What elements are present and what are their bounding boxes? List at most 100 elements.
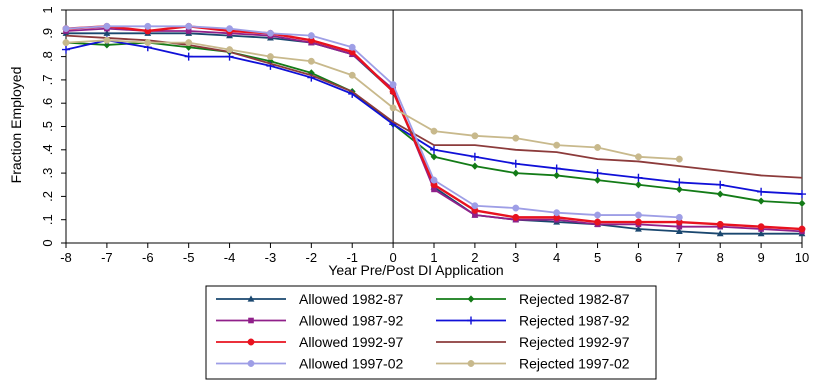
- data-point: [634, 173, 643, 182]
- data-point: [226, 25, 234, 33]
- series-rejected-1982-87: [62, 39, 806, 207]
- series-allowed-1997-02: [62, 22, 683, 221]
- x-tick-label: -4: [224, 250, 236, 265]
- data-point: [389, 81, 397, 89]
- x-tick-label: -6: [142, 250, 154, 265]
- y-tick-label: .1: [40, 214, 55, 225]
- data-point: [635, 181, 642, 189]
- data-point: [512, 204, 520, 212]
- data-point: [757, 197, 765, 205]
- legend: Allowed 1982-87 Rejected 1982-87 Allowed 1…: [205, 285, 657, 380]
- axes: 0 .1 .2 .3 .4 .5 .6 .7 .8 .9 1 -8 -7 -6 -5 -4 -3 -2 -1 0 1 2 3…: [40, 6, 809, 265]
- x-tick-label: 4: [553, 250, 560, 265]
- legend-label: Allowed 1992-97: [299, 334, 404, 350]
- series-rejected-1997-02: [62, 36, 683, 163]
- data-point: [307, 57, 315, 65]
- data-point: [512, 134, 520, 142]
- data-point: [430, 153, 438, 161]
- legend-label: Rejected 1982-87: [519, 291, 630, 307]
- x-tick-label: 1: [430, 250, 437, 265]
- data-point: [472, 212, 478, 218]
- data-point: [248, 317, 254, 324]
- data-point: [266, 53, 274, 61]
- y-tick-label: .2: [40, 191, 55, 202]
- data-point: [635, 225, 642, 232]
- data-point: [798, 199, 806, 207]
- data-point: [348, 43, 356, 51]
- data-point: [757, 223, 765, 231]
- data-point: [103, 41, 111, 49]
- data-point: [553, 171, 561, 180]
- y-tick-label: .7: [40, 74, 55, 85]
- y-tick-label: 1: [40, 6, 55, 13]
- data-point: [431, 186, 437, 193]
- x-tick-label: 9: [757, 250, 764, 265]
- data-point: [594, 144, 602, 151]
- y-tick-label: .5: [40, 121, 55, 132]
- x-tick-label: -1: [346, 250, 358, 265]
- series-line: [65, 25, 680, 219]
- x-tick-label: 8: [717, 250, 724, 265]
- y-axis-label: Fraction Employed: [8, 67, 24, 184]
- data-point: [675, 178, 684, 187]
- legend-item: Rejected 1987-92: [436, 313, 630, 329]
- data-point: [634, 153, 642, 161]
- legend-item: Allowed 1982-87: [216, 291, 404, 307]
- y-tick-label: .9: [40, 28, 55, 39]
- legend-label: Allowed 1997-02: [299, 356, 404, 372]
- data-point: [594, 218, 602, 226]
- data-point: [553, 209, 561, 217]
- data-point: [247, 338, 255, 346]
- data-point: [798, 190, 806, 199]
- data-point: [675, 185, 683, 194]
- legend-item: Rejected 1982-87: [436, 291, 630, 307]
- data-point: [716, 230, 724, 237]
- data-point: [103, 36, 111, 44]
- legend-label: Allowed 1987-92: [299, 313, 404, 329]
- series-allowed-1992-97: [62, 22, 806, 233]
- data-point: [430, 176, 438, 184]
- legend-label: Allowed 1982-87: [299, 291, 404, 307]
- series-line: [65, 39, 803, 195]
- data-point: [103, 29, 111, 36]
- x-tick-label: -2: [306, 250, 318, 265]
- data-point: [634, 211, 642, 219]
- data-point: [185, 28, 192, 34]
- series-line: [65, 25, 803, 231]
- x-tick-label: -3: [265, 250, 277, 265]
- legend-label: Rejected 1997-02: [519, 356, 630, 372]
- data-point: [62, 39, 70, 47]
- legend-item: Allowed 1997-02: [216, 356, 404, 372]
- series-rejected-1987-92: [62, 36, 806, 199]
- data-point: [226, 46, 234, 54]
- data-point: [471, 162, 479, 170]
- data-point: [430, 127, 438, 135]
- x-tick-label: 6: [635, 250, 642, 265]
- x-tick-label: 0: [389, 250, 396, 265]
- data-point: [757, 230, 765, 237]
- x-tick-label: 10: [795, 250, 809, 265]
- data-point: [430, 145, 438, 154]
- data-point: [247, 360, 255, 367]
- legend-label: Rejected 1992-97: [519, 334, 630, 350]
- y-tick-label: .6: [40, 98, 55, 109]
- data-point: [184, 52, 193, 61]
- data-point: [716, 180, 725, 189]
- data-point: [798, 225, 806, 233]
- data-point: [757, 187, 766, 196]
- data-point: [676, 223, 683, 230]
- y-tick-label: .8: [40, 51, 55, 62]
- data-point: [593, 169, 602, 178]
- data-point: [467, 360, 475, 367]
- y-tick-label: .4: [40, 144, 55, 155]
- data-point: [675, 213, 683, 221]
- data-point: [634, 218, 642, 226]
- data-point: [716, 190, 724, 198]
- x-tick-label: 3: [512, 250, 519, 265]
- data-point: [103, 22, 111, 30]
- data-point: [348, 71, 356, 79]
- legend-label: Rejected 1987-92: [519, 313, 630, 329]
- data-point: [225, 52, 234, 61]
- data-point: [512, 169, 520, 177]
- legend-item: Rejected 1997-02: [436, 356, 630, 372]
